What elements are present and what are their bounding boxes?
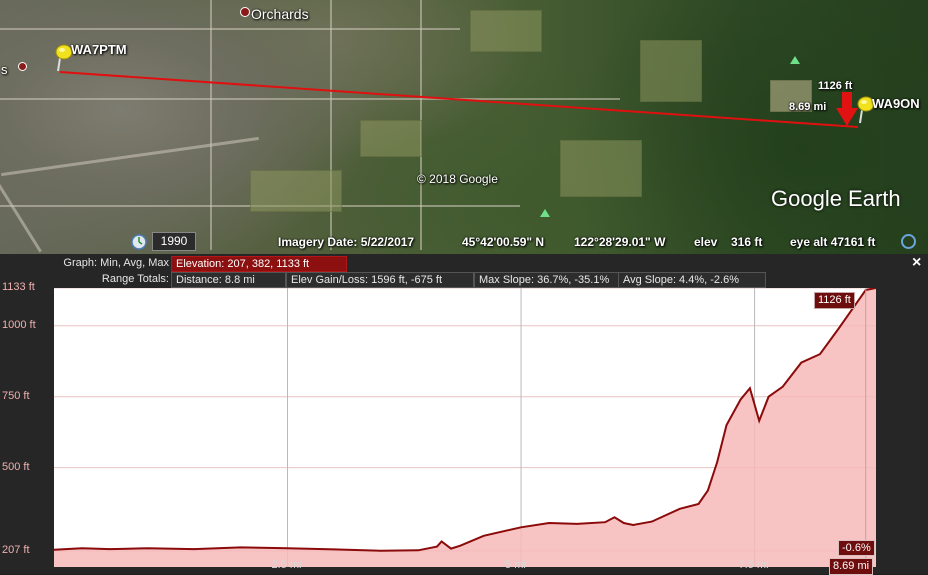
cursor-elevation-label: 1126 ft — [818, 80, 853, 92]
imagery-date: Imagery Date: 5/22/2017 — [278, 235, 415, 249]
elevation-area — [54, 288, 876, 567]
farm-field — [250, 170, 342, 212]
elevation-point — [109, 548, 111, 550]
pushpin-icon[interactable] — [854, 94, 878, 124]
x-tick-label: 7.5 mi — [738, 559, 769, 571]
graph-label: Graph: Min, Avg, Max — [63, 257, 169, 269]
avg-slope-box[interactable]: Avg Slope: 4.4%, -2.6% — [618, 272, 766, 288]
elevation-point — [749, 387, 751, 389]
pin-label-start[interactable]: WA7PTM — [71, 42, 127, 57]
elevation-point — [482, 534, 485, 537]
latitude: 45°42'00.59" N — [462, 235, 545, 249]
elevation-point — [436, 545, 438, 548]
longitude: 122°28'29.01" W — [574, 235, 666, 249]
max-slope-box[interactable]: Max Slope: 36.7%, -35.1% — [474, 272, 619, 288]
elevation-point — [520, 526, 522, 529]
pushpin-icon[interactable] — [52, 42, 76, 72]
elevation-point — [604, 521, 606, 523]
elevation-point — [440, 540, 443, 543]
range-totals-label: Range Totals: — [101, 273, 169, 285]
elevation-point — [333, 548, 336, 551]
y-tick-label: 500 ft — [2, 460, 30, 473]
tree-marker-icon — [540, 209, 550, 217]
distance-box[interactable]: Distance: 8.8 mi — [171, 272, 286, 288]
elevation-point — [450, 547, 452, 550]
elevation-point — [380, 550, 382, 552]
elevation-point — [725, 424, 728, 426]
compass-ring-icon[interactable] — [901, 234, 916, 249]
eye-altitude: eye alt 47161 ft — [790, 235, 876, 249]
elevation-point — [707, 489, 709, 492]
cursor-slope-badge: -0.6% — [838, 540, 875, 556]
place-dot-icon — [18, 62, 27, 71]
path-line — [59, 71, 859, 128]
elevation-chart[interactable] — [54, 288, 876, 567]
elevation-point — [54, 548, 55, 551]
place-label-fragment: s — [1, 62, 8, 77]
elevation-point — [875, 288, 876, 289]
elevation-point — [767, 395, 770, 398]
y-tick-label: 1000 ft — [2, 318, 36, 331]
elevation-point — [146, 547, 149, 550]
pin-label-end[interactable]: WA9ON — [872, 96, 920, 111]
tree-marker-icon — [790, 56, 800, 64]
close-icon[interactable]: × — [912, 254, 922, 271]
elev-gain-loss-box[interactable]: Elev Gain/Loss: 1596 ft, -675 ft — [286, 272, 474, 288]
farm-field — [770, 80, 812, 112]
elevation-point — [739, 398, 742, 401]
x-tick-label: 5 mi — [505, 559, 526, 571]
clock-icon[interactable] — [131, 234, 147, 250]
elevation-point — [758, 420, 761, 422]
elevation-point — [622, 522, 625, 524]
road — [0, 28, 460, 30]
road — [210, 0, 212, 250]
elev-label: elev — [694, 235, 718, 249]
place-label-orchards: Orchards — [251, 6, 309, 22]
road — [0, 98, 620, 100]
elevation-stats-box[interactable]: Elevation: 207, 382, 1133 ft — [171, 256, 347, 272]
elev-value: 316 ft — [731, 235, 763, 249]
elevation-point — [800, 361, 803, 364]
graph-row: Graph: Min, Avg, Max Elevation: 207, 382… — [0, 256, 928, 272]
elevation-point — [781, 385, 784, 388]
farm-field — [470, 10, 542, 52]
range-row: Range Totals: Distance: 8.8 mi Elev Gain… — [0, 272, 928, 288]
elevation-point — [576, 523, 578, 525]
road — [330, 0, 332, 250]
map-view[interactable]: Orchards s WA7PTM WA9ON 1126 ft 8.69 mi … — [0, 0, 928, 254]
down-arrow-icon — [836, 92, 858, 126]
cursor-distance-badge: 8.69 mi — [829, 558, 874, 575]
elevation-point — [613, 516, 616, 519]
brand-logo: Google Earth — [771, 186, 901, 211]
y-tick-label: 207 ft — [2, 543, 30, 556]
y-tick-label: 1133 ft — [2, 281, 35, 293]
farm-field — [640, 40, 702, 102]
farm-field — [560, 140, 642, 197]
elevation-point — [632, 524, 634, 526]
elevation-point — [716, 461, 719, 463]
elevation-point — [240, 546, 242, 549]
elevation-point — [819, 353, 821, 355]
elevation-point — [193, 548, 195, 550]
x-tick-label: 2.5 mi — [271, 559, 302, 571]
elevation-point — [548, 522, 550, 524]
elevation-point — [81, 547, 83, 550]
elevation-point — [286, 547, 289, 550]
elevation-point — [417, 549, 420, 552]
elevation-point — [697, 503, 700, 505]
elevation-point — [651, 520, 653, 523]
elevation-point — [459, 544, 462, 547]
copyright-text: © 2018 Google — [417, 172, 498, 186]
place-dot-icon — [240, 7, 250, 17]
history-year-box[interactable]: 1990 — [152, 232, 196, 251]
elevation-point — [679, 508, 681, 510]
y-tick-label: 750 ft — [2, 389, 30, 402]
cursor-distance-label: 8.69 mi — [789, 101, 827, 113]
farm-field — [360, 120, 422, 157]
elevation-point — [837, 327, 840, 330]
cursor-elevation-badge: 1126 ft — [814, 292, 855, 309]
elevation-profile-panel: Graph: Min, Avg, Max Elevation: 207, 382… — [0, 254, 928, 575]
